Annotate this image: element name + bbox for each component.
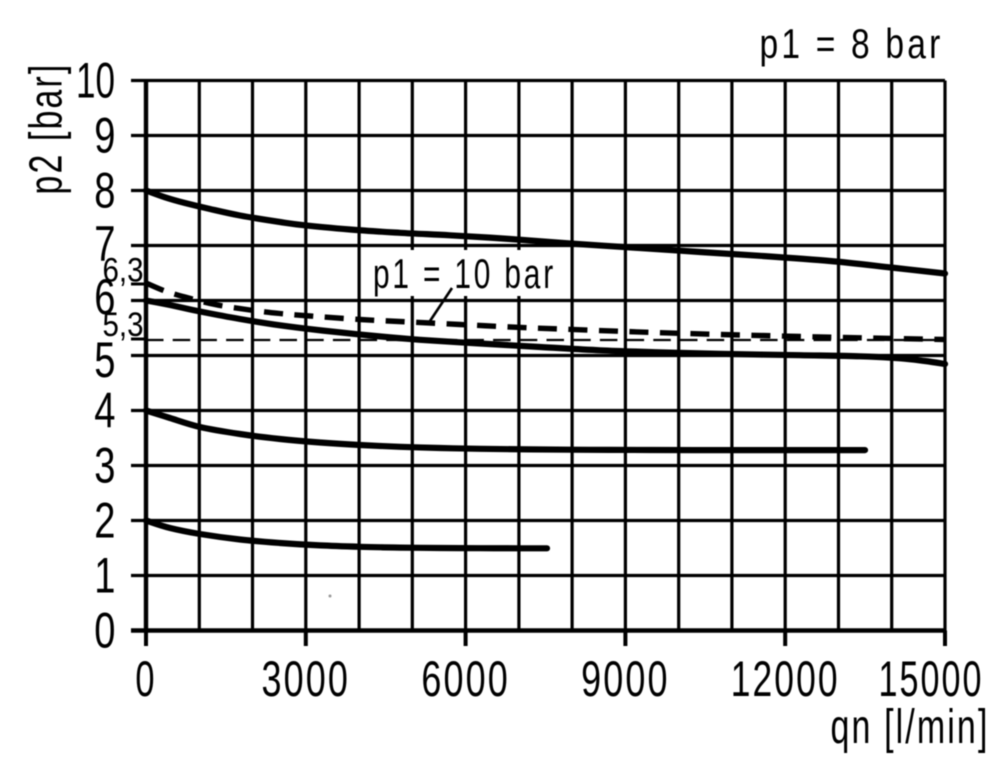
svg-text:p1 = 8 bar: p1 = 8 bar — [760, 20, 944, 67]
svg-text:1: 1 — [94, 547, 115, 604]
svg-text:0: 0 — [135, 650, 156, 707]
svg-text:8: 8 — [94, 162, 115, 219]
svg-text:3000: 3000 — [262, 650, 351, 707]
svg-text:6,3: 6,3 — [103, 252, 144, 290]
svg-text:5: 5 — [94, 331, 115, 388]
svg-text:2: 2 — [94, 492, 115, 549]
svg-text:15000: 15000 — [879, 650, 984, 707]
svg-text:0: 0 — [94, 602, 115, 659]
svg-text:5,3: 5,3 — [103, 306, 144, 344]
svg-text:10: 10 — [76, 52, 115, 109]
svg-text:p2 [bar]: p2 [bar] — [20, 63, 72, 195]
svg-text:3: 3 — [94, 437, 115, 494]
svg-text:6: 6 — [94, 268, 115, 325]
svg-text:p1 = 10 bar: p1 = 10 bar — [373, 250, 556, 297]
svg-text:12000: 12000 — [731, 650, 840, 707]
svg-text:9: 9 — [94, 107, 115, 164]
svg-text:qn [l/min]: qn [l/min] — [831, 701, 990, 754]
svg-text:6000: 6000 — [421, 650, 510, 707]
svg-text:9000: 9000 — [581, 650, 670, 707]
svg-text:7: 7 — [94, 215, 115, 272]
svg-text:4: 4 — [94, 382, 115, 439]
